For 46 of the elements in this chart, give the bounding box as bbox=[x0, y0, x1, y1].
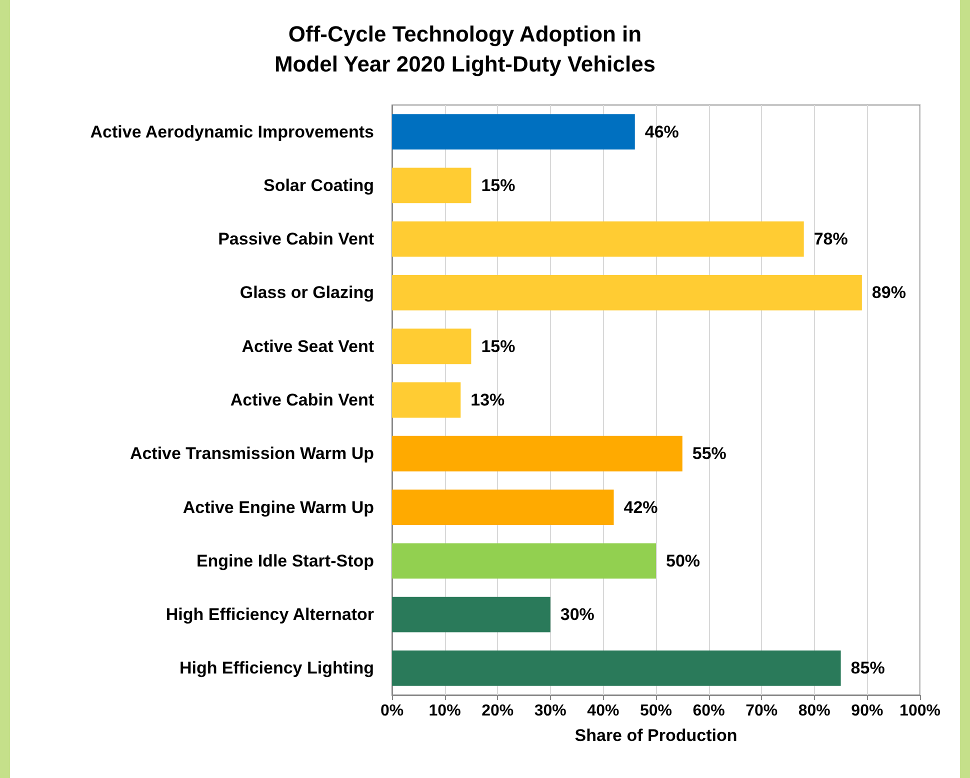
y-tick-label: Active Aerodynamic Improvements bbox=[90, 122, 374, 142]
bar bbox=[392, 168, 472, 204]
x-tick-label: 30% bbox=[534, 702, 566, 720]
y-tick-label: Active Engine Warm Up bbox=[182, 498, 374, 517]
y-tick-label: Passive Cabin Vent bbox=[218, 230, 374, 249]
x-tick-label: 50% bbox=[640, 702, 672, 720]
bar bbox=[392, 114, 635, 150]
x-tick-label: 20% bbox=[482, 702, 514, 720]
data-label: 78% bbox=[814, 230, 848, 249]
data-label: 15% bbox=[481, 176, 516, 195]
bar bbox=[392, 596, 550, 632]
x-tick-label: 80% bbox=[798, 702, 830, 720]
x-tick-label: 60% bbox=[692, 702, 725, 720]
y-tick-label: Active Transmission Warm Up bbox=[130, 444, 374, 464]
bar bbox=[392, 543, 656, 579]
y-tick-label: Engine Idle Start-Stop bbox=[196, 551, 374, 570]
y-tick-label: Active Cabin Vent bbox=[230, 390, 374, 410]
data-label: 89% bbox=[872, 283, 906, 302]
bar bbox=[392, 436, 682, 472]
data-label: 30% bbox=[560, 605, 594, 624]
y-tick-label: High Efficiency Alternator bbox=[166, 605, 374, 624]
data-label: 85% bbox=[850, 658, 885, 678]
x-tick-label: 70% bbox=[746, 702, 778, 720]
data-label: 42% bbox=[624, 498, 658, 517]
x-tick-label: 10% bbox=[428, 702, 461, 720]
bar bbox=[392, 650, 841, 686]
x-axis-title: Share of Production bbox=[574, 726, 738, 745]
y-tick-label: Active Seat Vent bbox=[242, 336, 374, 356]
bar bbox=[392, 382, 461, 418]
x-tick-label: 40% bbox=[587, 702, 620, 720]
x-tick-label: 90% bbox=[851, 702, 884, 720]
chart-title: Off-Cycle Technology Adoption in Model Year 2020 Light-Duty Vehicles bbox=[274, 22, 656, 76]
y-tick-label: Glass or Glazing bbox=[240, 283, 374, 302]
y-tick-label: High Efficiency Lighting bbox=[179, 658, 374, 678]
data-label: 46% bbox=[644, 122, 679, 142]
bar bbox=[392, 221, 804, 257]
data-label: 13% bbox=[470, 390, 505, 410]
bar bbox=[392, 275, 862, 310]
y-tick-label: Solar Coating bbox=[263, 176, 374, 195]
x-tick-label: 100% bbox=[900, 702, 940, 720]
bar bbox=[392, 490, 614, 525]
bar bbox=[392, 328, 472, 364]
data-label: 55% bbox=[692, 444, 726, 464]
x-tick-label: 0% bbox=[380, 702, 404, 720]
data-label: 50% bbox=[666, 551, 700, 570]
data-label: 15% bbox=[481, 336, 516, 356]
